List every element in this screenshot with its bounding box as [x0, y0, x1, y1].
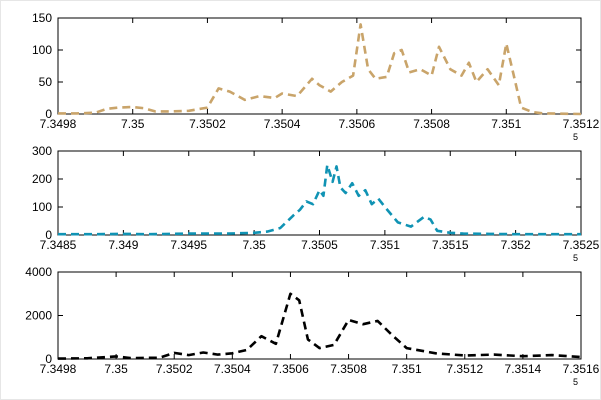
x-tick-label: 7.35	[104, 362, 128, 376]
y-tick-label: 50	[39, 75, 53, 89]
x-tick-label: 7.3525	[563, 238, 600, 252]
x-tick-label: 7.3504	[214, 362, 251, 376]
x-tick-label: 7.3512	[446, 362, 483, 376]
y-tick-label: 150	[32, 11, 52, 25]
x-tick-label: 7.349	[108, 238, 138, 252]
y-tick-label: 4000	[25, 265, 52, 279]
y-tick-label: 200	[32, 172, 52, 186]
y-tick-label: 100	[32, 43, 52, 57]
x-tick-label: 7.3515	[432, 238, 469, 252]
x-tick-label: 7.3502	[156, 362, 193, 376]
x-tick-label: 7.3505	[301, 238, 338, 252]
y-tick-label: 0	[45, 107, 52, 121]
y-tick-label: 300	[32, 144, 52, 158]
subplot-2: 7.3485 7.349 7.3495 7.35 7.3505 7.351 7.3515 7.…	[32, 144, 600, 263]
x-tick-label: 7.3502	[189, 117, 226, 131]
x-tick-label: 7.3506	[339, 117, 376, 131]
y-tick-label: 100	[32, 200, 52, 214]
subplot-3: 7.3498 7.35 7.3502 7.3504 7.3506 7.3508 7.351 7…	[25, 265, 599, 387]
data-line-series-3	[57, 292, 582, 360]
axes-box	[57, 17, 582, 115]
x-tick-label: 7.3506	[272, 362, 309, 376]
x-tick-label: 7.3504	[264, 117, 301, 131]
x-tick-label: 7.3516	[563, 362, 600, 376]
x-tick-label: 7.35	[121, 117, 145, 131]
x-tick-label: 7.351	[392, 362, 422, 376]
x-tick-label: 7.3495	[170, 238, 207, 252]
x-tick-label: 7.351	[370, 238, 400, 252]
axes-box	[57, 271, 582, 360]
data-line-series-2	[58, 163, 581, 236]
x-axis-exponent: 5	[573, 253, 578, 263]
subplot-1: 7.3498 7.35 7.3502 7.3504 7.3506 7.3508 7.351 7…	[32, 11, 600, 142]
x-tick-label: 7.35	[242, 238, 266, 252]
x-tick-label: 7.351	[491, 117, 521, 131]
x-axis-exponent: 5	[573, 377, 578, 387]
x-tick-label: 7.3498	[40, 117, 77, 131]
x-tick-label: 7.3508	[330, 362, 367, 376]
x-tick-label: 7.3485	[40, 238, 77, 252]
y-tick-label: 0	[45, 352, 52, 366]
data-line-series-1	[58, 23, 582, 116]
x-tick-label: 7.3508	[413, 117, 450, 131]
x-tick-label: 7.352	[501, 238, 531, 252]
x-axis-exponent: 5	[573, 132, 578, 142]
x-tick-label: 7.3498	[40, 362, 77, 376]
x-tick-label: 7.3512	[563, 117, 600, 131]
x-tick-label: 7.3514	[505, 362, 542, 376]
y-tick-label: 0	[45, 228, 52, 242]
y-tick-label: 2000	[25, 309, 52, 323]
